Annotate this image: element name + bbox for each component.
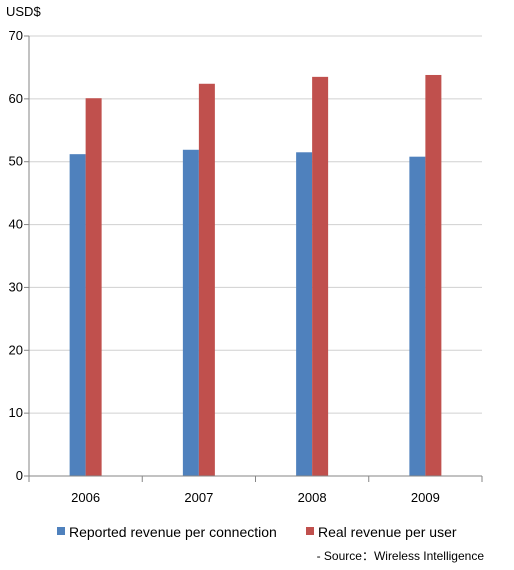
bar-reported-2009	[409, 156, 426, 476]
y-tick-label: 70	[9, 28, 23, 43]
legend: Reported revenue per connection Real rev…	[57, 524, 457, 540]
gridlines	[29, 35, 482, 414]
bar-real-2008	[312, 76, 329, 476]
y-tick-label: 40	[9, 217, 23, 232]
y-tick-label: 10	[9, 405, 23, 420]
legend-swatch-real	[306, 527, 314, 535]
legend-label-reported: Reported revenue per connection	[69, 524, 277, 540]
bar-real-2006	[85, 98, 102, 476]
legend-swatch-reported	[57, 527, 65, 535]
y-tick-label: 20	[9, 342, 23, 357]
y-tick-label: 30	[9, 279, 23, 294]
x-tick-label: 2006	[71, 490, 100, 505]
bar-real-2009	[425, 74, 442, 476]
bar-reported-2008	[296, 152, 313, 477]
y-tick-label: 0	[16, 468, 23, 483]
bar-reported-2006	[69, 154, 86, 476]
axes	[24, 35, 483, 482]
x-tick-labels: 2006 2007 2008 2009	[71, 490, 440, 505]
y-axis-title: USD$	[6, 4, 41, 19]
x-tick-label: 2008	[298, 490, 327, 505]
x-tick-label: 2007	[184, 490, 213, 505]
source-note: - Source：Wireless Intelligence	[317, 549, 485, 563]
bar-reported-2007	[182, 149, 199, 476]
y-tick-label: 50	[9, 154, 23, 169]
y-tick-label: 60	[9, 91, 23, 106]
bar-real-2007	[198, 83, 215, 477]
x-tick-label: 2009	[411, 490, 440, 505]
legend-label-real: Real revenue per user	[318, 524, 457, 540]
y-tick-labels: 0 10 20 30 40 50 60 70	[9, 28, 23, 483]
bars	[69, 74, 442, 477]
